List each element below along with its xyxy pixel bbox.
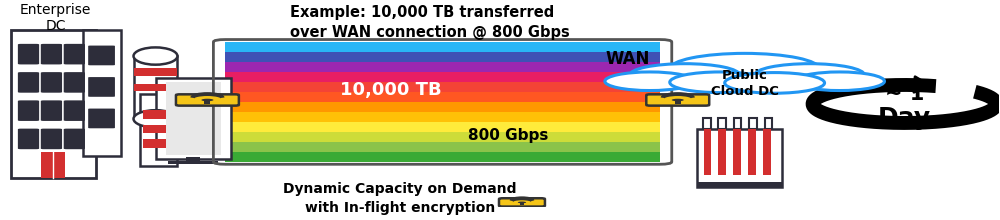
FancyBboxPatch shape [41, 129, 62, 149]
Bar [225, 112, 660, 122]
FancyBboxPatch shape [64, 129, 85, 149]
Bar [225, 122, 660, 132]
FancyBboxPatch shape [176, 94, 239, 106]
Text: Enterprise
DC: Enterprise DC [20, 3, 91, 33]
Bar [134, 68, 177, 76]
Bar [718, 129, 726, 175]
Ellipse shape [670, 53, 820, 84]
FancyBboxPatch shape [41, 44, 62, 64]
Text: Public
Cloud DC: Public Cloud DC [711, 69, 779, 98]
FancyBboxPatch shape [156, 78, 231, 159]
Bar [225, 92, 660, 102]
FancyBboxPatch shape [64, 100, 85, 121]
Text: 10,000 TB: 10,000 TB [340, 81, 441, 99]
Text: Day: Day [878, 106, 931, 130]
Bar [225, 132, 660, 142]
Bar [225, 102, 660, 112]
Bar [718, 118, 726, 129]
Bar [704, 129, 711, 175]
Bar [225, 62, 660, 72]
Circle shape [201, 99, 213, 101]
Bar [11, 30, 96, 178]
Bar [166, 82, 221, 155]
Bar [140, 94, 177, 166]
Circle shape [518, 202, 526, 203]
Ellipse shape [755, 64, 864, 86]
Ellipse shape [134, 48, 177, 65]
Bar [748, 129, 756, 175]
Bar [168, 161, 218, 164]
FancyBboxPatch shape [18, 100, 39, 121]
Bar [225, 82, 660, 92]
Bar [765, 118, 772, 129]
Bar [204, 101, 210, 104]
Ellipse shape [134, 110, 177, 127]
FancyBboxPatch shape [646, 94, 709, 106]
Bar [734, 118, 741, 129]
Bar [520, 203, 524, 205]
Bar [697, 182, 782, 187]
FancyBboxPatch shape [64, 44, 85, 64]
Bar [697, 129, 782, 187]
Bar [733, 129, 741, 175]
Text: Dynamic Capacity on Demand
with In-flight encryption: Dynamic Capacity on Demand with In-fligh… [283, 182, 517, 215]
Bar [143, 139, 174, 148]
Bar [134, 56, 177, 119]
Text: WAN: WAN [605, 50, 650, 68]
Bar [225, 72, 660, 82]
Ellipse shape [630, 64, 740, 86]
Bar [749, 118, 757, 129]
Ellipse shape [670, 72, 770, 93]
FancyBboxPatch shape [41, 72, 62, 93]
FancyBboxPatch shape [41, 100, 62, 121]
Bar [134, 84, 177, 91]
Bar [675, 101, 681, 104]
Bar [83, 30, 121, 156]
Ellipse shape [795, 72, 884, 91]
Ellipse shape [725, 73, 825, 93]
Bar [143, 110, 174, 119]
Bar [186, 157, 200, 162]
FancyBboxPatch shape [18, 44, 39, 64]
Circle shape [672, 99, 684, 101]
Text: Example: 10,000 TB transferred
over WAN connection @ 800 Gbps: Example: 10,000 TB transferred over WAN … [290, 5, 570, 40]
FancyBboxPatch shape [499, 198, 545, 207]
Text: ~ 1: ~ 1 [885, 84, 924, 104]
FancyBboxPatch shape [18, 72, 39, 93]
Bar [225, 152, 660, 162]
Ellipse shape [605, 72, 695, 91]
Bar [225, 42, 660, 52]
Bar [763, 129, 771, 175]
FancyBboxPatch shape [64, 72, 85, 93]
FancyBboxPatch shape [88, 46, 115, 65]
FancyBboxPatch shape [18, 129, 39, 149]
Bar [41, 152, 65, 178]
Bar [143, 125, 174, 133]
Text: 800 Gbps: 800 Gbps [468, 128, 548, 143]
Bar [225, 52, 660, 62]
Bar [225, 142, 660, 152]
FancyBboxPatch shape [88, 77, 115, 97]
FancyBboxPatch shape [88, 108, 115, 128]
Bar [703, 118, 711, 129]
